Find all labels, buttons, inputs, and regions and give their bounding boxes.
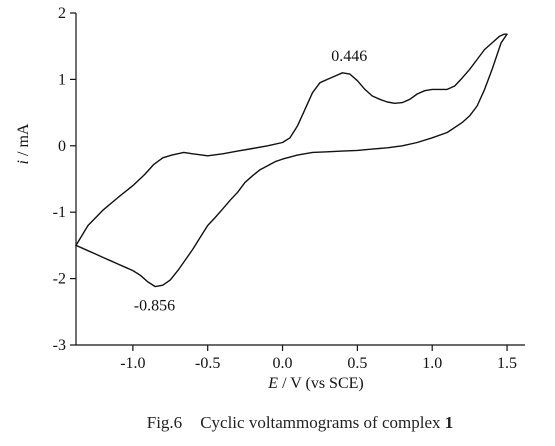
y-axis-label-rest: / mA — [15, 123, 32, 160]
x-axis-label-rest: / V (vs SCE) — [278, 375, 364, 392]
y-tick-label: -2 — [53, 271, 66, 288]
x-tick-label: 1.0 — [422, 355, 442, 372]
caption-bold: 1 — [445, 413, 454, 432]
annotation-group: 0.446 -0.856 — [134, 48, 368, 315]
y-axis-label: i / mA — [15, 123, 32, 164]
y-tick-label: 1 — [58, 71, 66, 88]
series-line-forward — [75, 33, 508, 247]
y-tick-label: 2 — [58, 5, 66, 22]
x-tick-label: 0.0 — [273, 355, 293, 372]
caption-prefix: Fig.6 — [147, 413, 182, 432]
x-tick-label: 1.5 — [497, 355, 517, 372]
y-axis-label-var: i — [15, 160, 32, 164]
x-axis-label: E / V (vs SCE) — [267, 375, 363, 392]
y-tick-label: -3 — [53, 337, 66, 354]
x-tick-label: -0.5 — [195, 355, 220, 372]
curve-group — [75, 33, 508, 288]
peak-label: -0.856 — [134, 298, 175, 315]
tick-group: -1.0 -0.5 0.0 0.5 1.0 1.5 -3 -2 -1 0 1 2 — [53, 5, 517, 372]
y-tick-label: 0 — [58, 138, 66, 155]
x-axis-label-var: E — [267, 375, 278, 392]
caption-text: Cyclic voltammograms of complex — [200, 413, 445, 432]
plot-frame — [75, 13, 525, 346]
figure-caption: Fig.6 Cyclic voltammograms of complex 1 — [147, 413, 454, 432]
x-tick-label: 0.5 — [347, 355, 367, 372]
series-line-reverse — [75, 33, 508, 288]
y-tick-label: -1 — [53, 204, 66, 221]
x-tick-label: -1.0 — [120, 355, 145, 372]
peak-label: 0.446 — [331, 48, 367, 65]
